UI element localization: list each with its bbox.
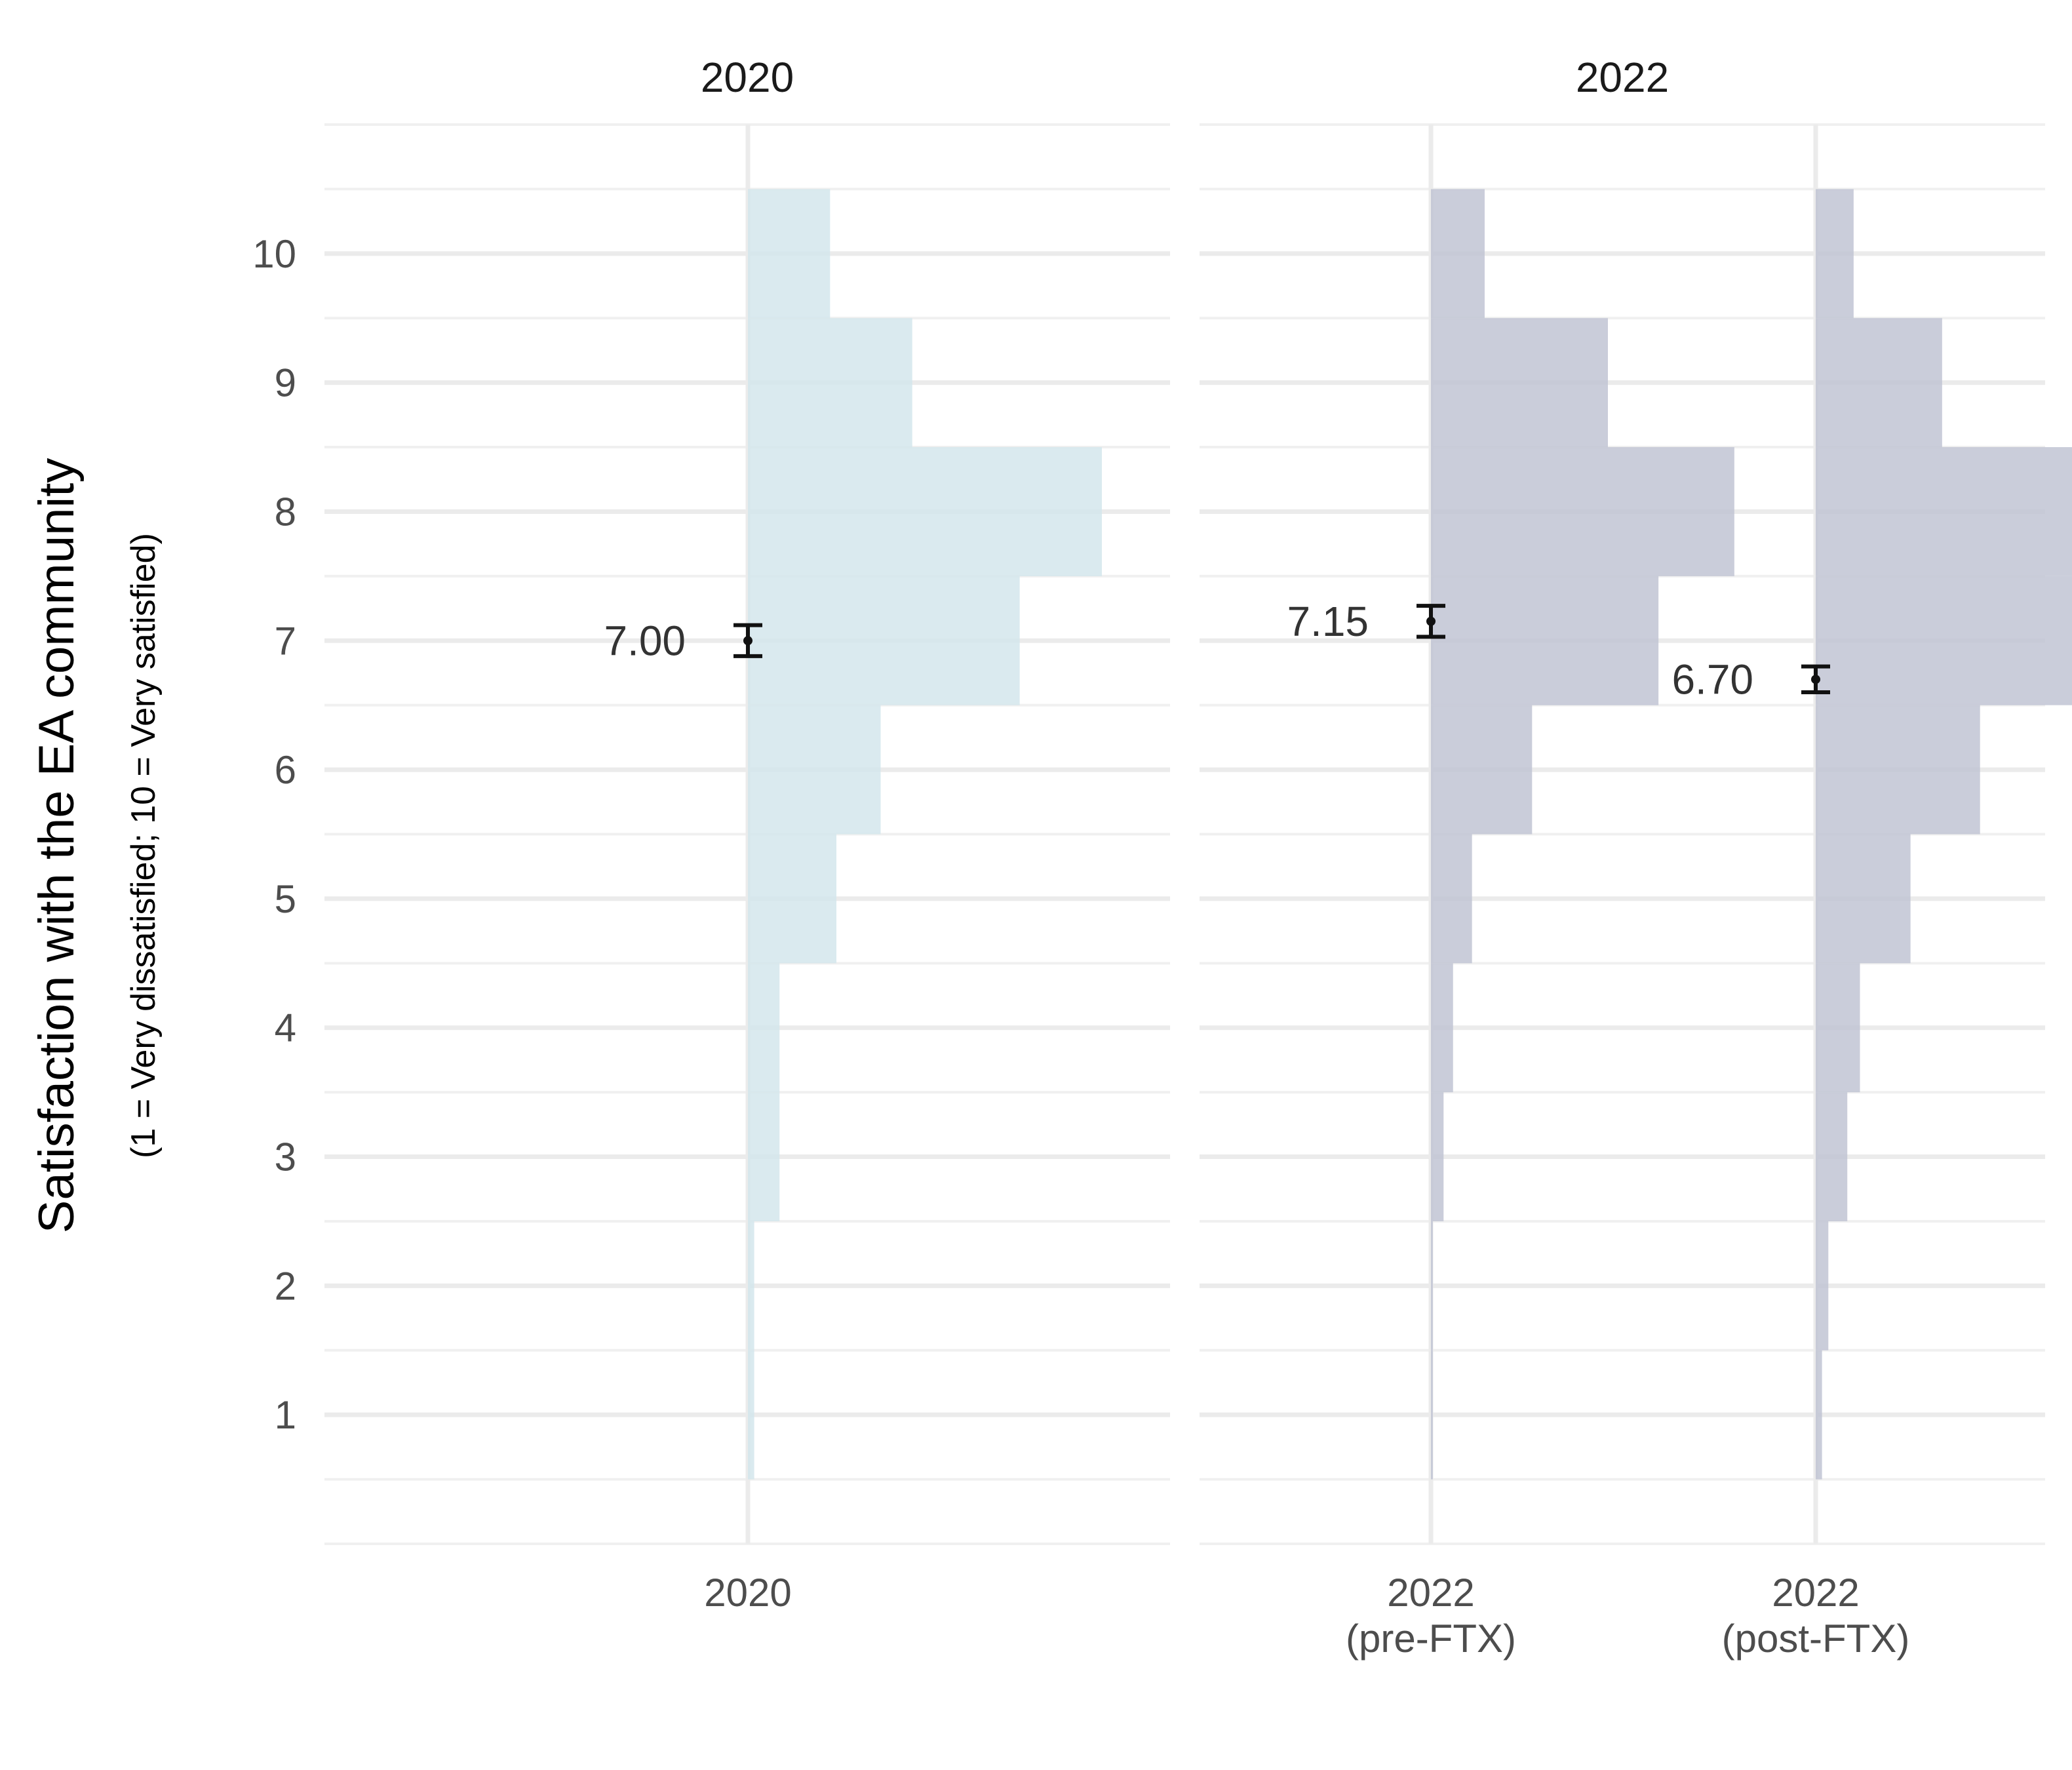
histogram-bar [1431, 1350, 1433, 1480]
x-tick-label: 2022 [1772, 1571, 1859, 1615]
histogram-bar [1816, 963, 1860, 1093]
histogram-bar [748, 576, 1020, 705]
histogram-bar [1816, 1350, 1822, 1480]
histogram-bar [1816, 189, 1854, 319]
histogram-bar [748, 705, 881, 835]
histogram-bar [1431, 318, 1608, 448]
y-tick-label: 1 [275, 1393, 296, 1437]
histogram-bar [1431, 447, 1734, 576]
histogram-bar [1816, 447, 2072, 576]
histogram-bar [1431, 189, 1485, 319]
y-tick-label: 8 [275, 490, 296, 534]
x-tick-label: (pre-FTX) [1346, 1617, 1516, 1661]
histogram-bar [1816, 1092, 1848, 1221]
histogram-bar [748, 834, 836, 964]
y-tick-label: 2 [275, 1264, 296, 1308]
histogram-bar [1816, 834, 1911, 964]
histogram-bar [748, 189, 831, 319]
histogram-bar [1816, 705, 1980, 835]
panel-title: 2022 [1576, 54, 1669, 101]
mean-label: 6.70 [1671, 656, 1753, 703]
y-tick-label: 10 [252, 232, 296, 276]
x-tick-label: 2020 [704, 1571, 791, 1615]
y-tick-label: 9 [275, 361, 296, 405]
histogram-bar [748, 318, 912, 448]
text-layer: 1234567891020207.00202020227.152022(pre-… [252, 54, 1909, 1661]
histogram-bar [1816, 576, 2072, 705]
mean-point [743, 636, 753, 646]
histogram-bar [1431, 705, 1533, 835]
grid-layer [324, 123, 2045, 1545]
mean-point [1811, 675, 1820, 684]
x-tick-label: 2022 [1387, 1571, 1474, 1615]
histogram-bar [748, 1092, 780, 1221]
y-axis-title: Satisfaction with the EA community [29, 458, 85, 1234]
y-axis-subtitle: (1 = Very dissatisfied; 10 = Very satisf… [125, 533, 163, 1158]
histogram-bar [748, 1350, 754, 1480]
y-tick-label: 6 [275, 748, 296, 792]
y-tick-label: 4 [275, 1006, 296, 1050]
y-tick-label: 7 [275, 619, 296, 663]
panel-title: 2020 [701, 54, 794, 101]
histogram-bar [1431, 1221, 1433, 1350]
histogram-bar [1431, 834, 1472, 964]
y-tick-label: 5 [275, 877, 296, 921]
y-tick-label: 3 [275, 1135, 296, 1179]
histogram-bar [1431, 1092, 1444, 1221]
x-tick-label: (post-FTX) [1722, 1617, 1910, 1661]
mean-label: 7.00 [604, 617, 686, 664]
histogram-bar [1431, 963, 1453, 1093]
mean-point [1426, 616, 1436, 626]
histogram-bar [1431, 576, 1659, 705]
bars-layer [748, 189, 2072, 1480]
mean-layer [733, 604, 1830, 694]
mean-label: 7.15 [1287, 598, 1369, 645]
histogram-bar [1816, 1221, 1829, 1350]
histogram-bar [748, 963, 780, 1093]
histogram-bar [748, 447, 1102, 576]
histogram-bar [1816, 318, 1942, 448]
histogram-bar [748, 1221, 754, 1350]
